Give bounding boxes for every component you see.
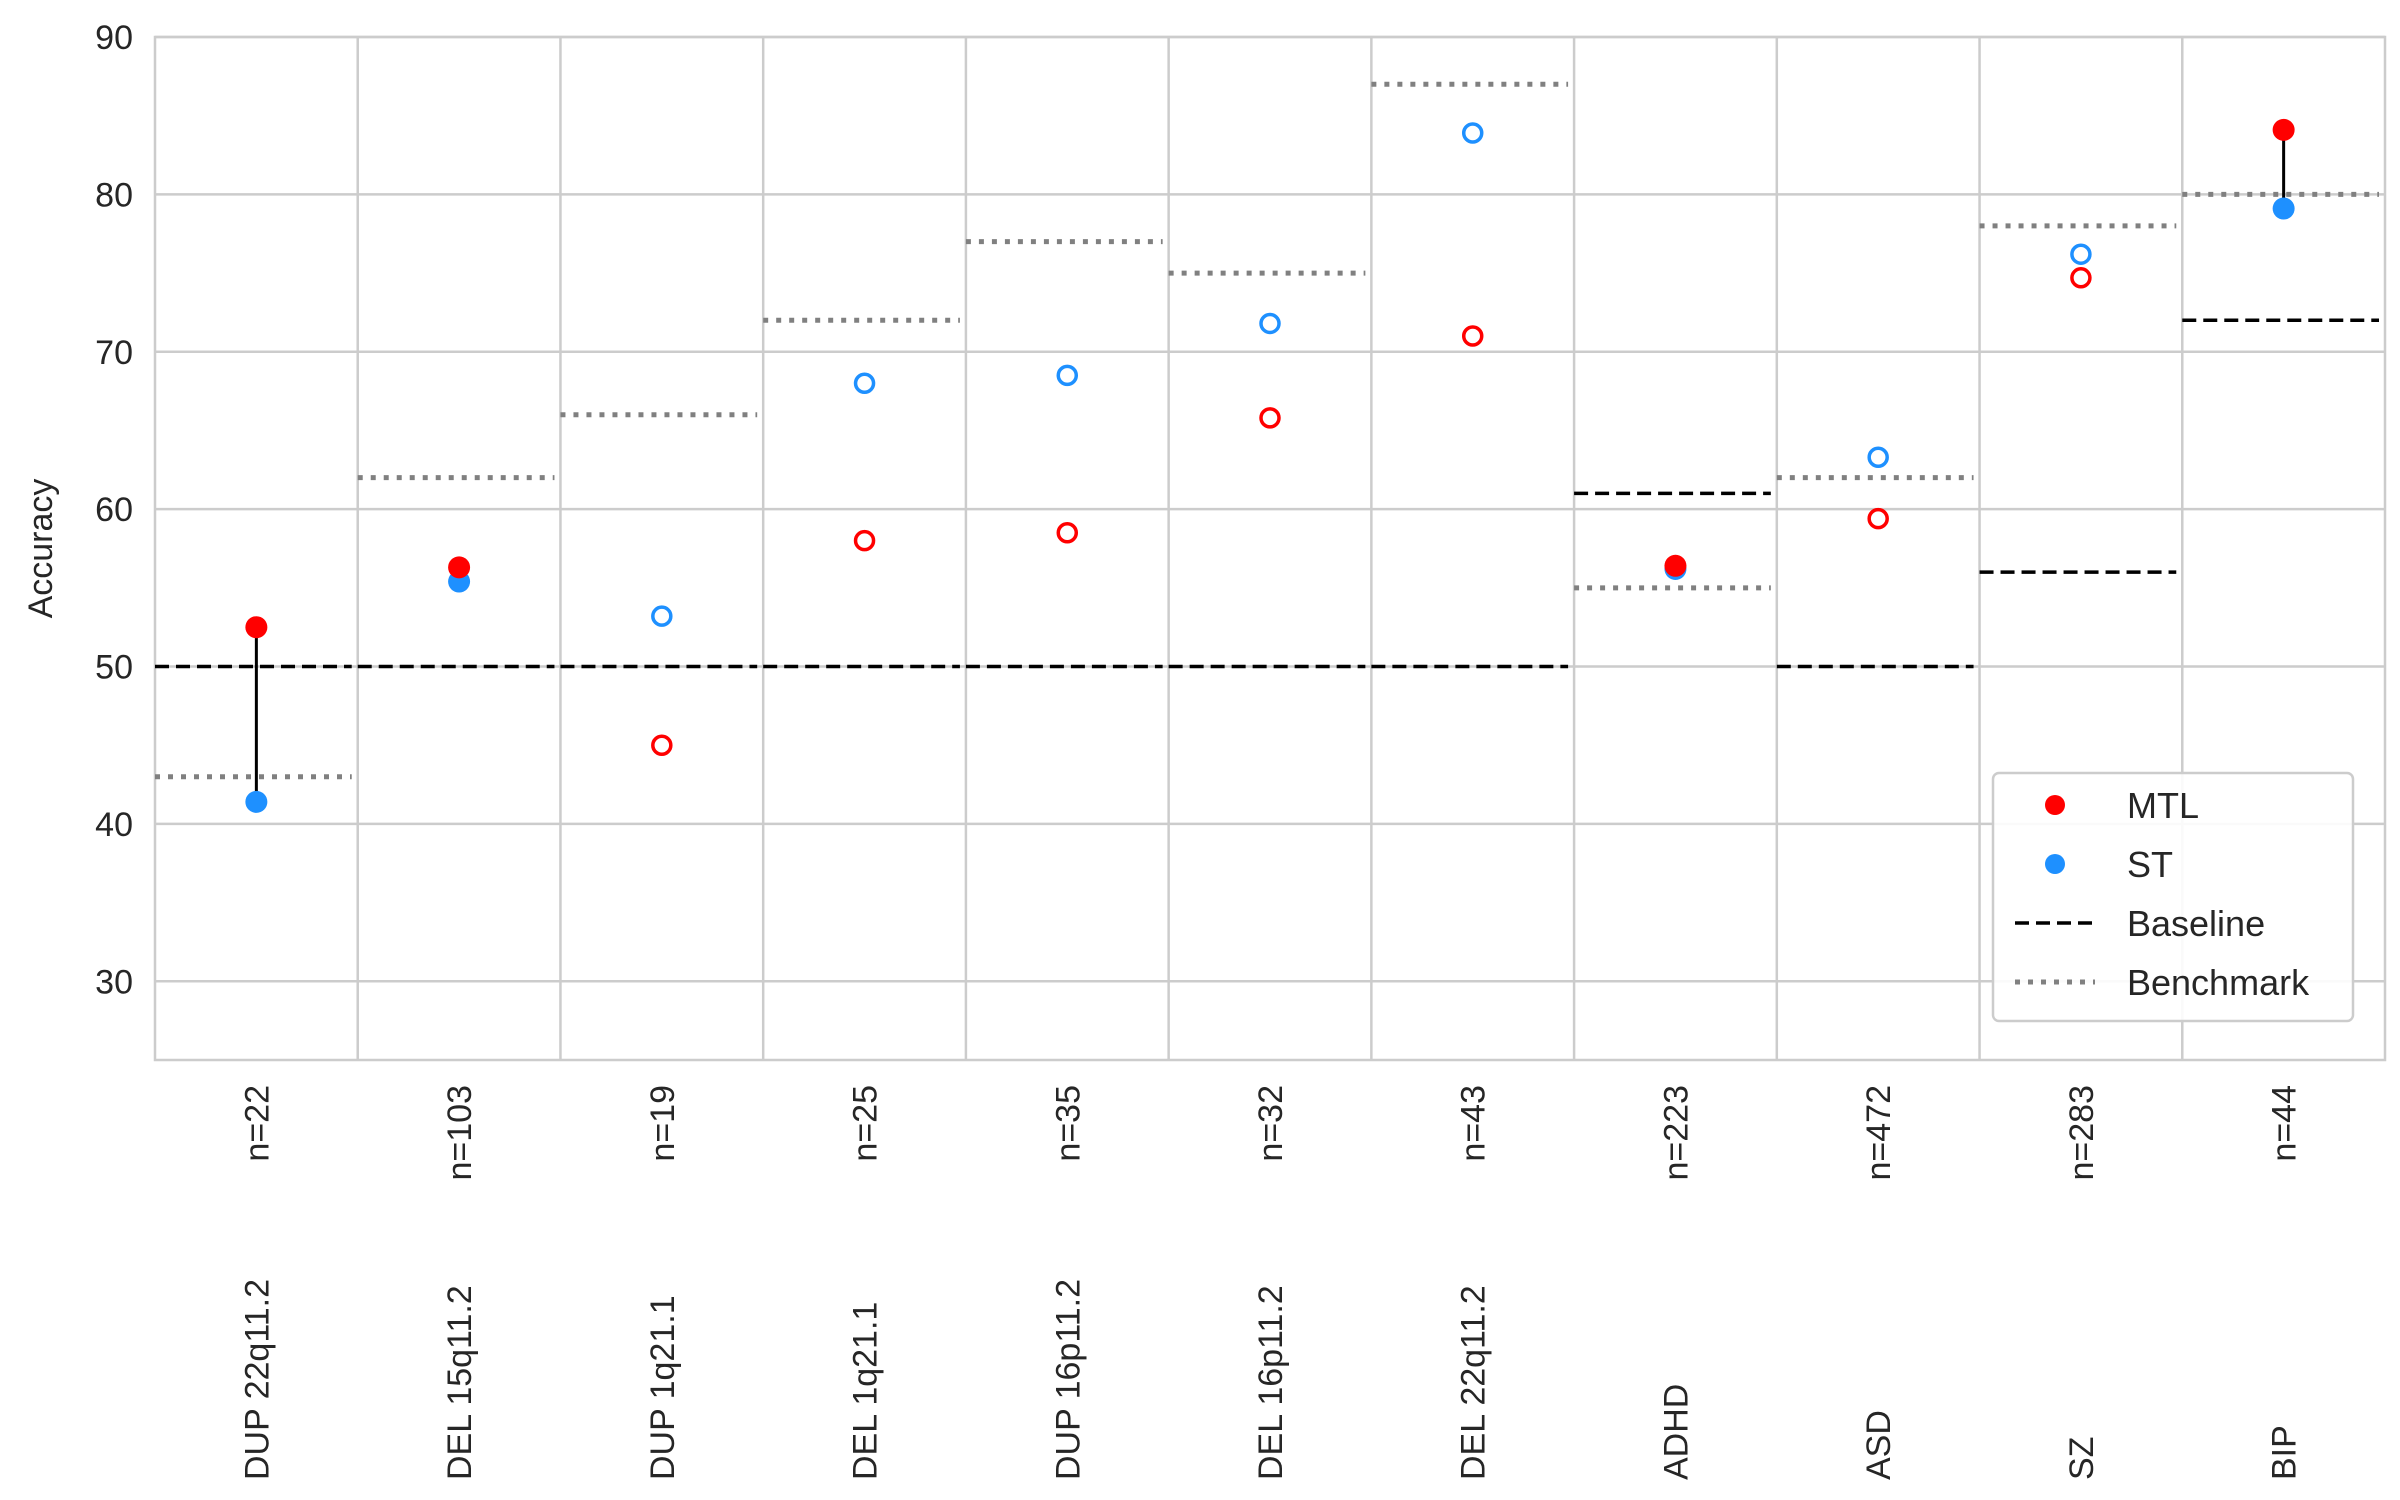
x-tick-n-label: n=22 (238, 1085, 276, 1162)
mtl-point (1664, 554, 1687, 577)
legend-label: Baseline (2127, 903, 2265, 944)
y-axis-ticks: 30 40 50 60 70 80 90 (95, 19, 133, 1001)
legend-frame (1991, 771, 2355, 1023)
legend-label: MTL (2127, 785, 2199, 826)
x-tick-n-label: n=103 (441, 1085, 479, 1181)
x-axis-ticks: n=22 DUP 22q11.2 n=103 DEL 15q11.2 n=19 DUP 1… (238, 1085, 2303, 1480)
y-tick-label: 40 (95, 806, 133, 844)
st-point (651, 605, 673, 627)
mtl-point (853, 529, 876, 552)
legend: MTL ST Baseline Benchmark (1991, 771, 2355, 1023)
st-point (1867, 446, 1889, 468)
y-tick-label: 70 (95, 334, 133, 372)
mtl-point (2272, 118, 2295, 141)
mtl-point (1259, 407, 1281, 429)
y-tick-label: 60 (95, 491, 133, 529)
st-point (2272, 197, 2295, 220)
x-tick-category-label: ADHD (1657, 1384, 1695, 1480)
x-tick-category-label: ASD (1860, 1410, 1898, 1480)
y-axis-label: Accuracy (22, 479, 60, 619)
x-tick-category-label: DUP 22q11.2 (238, 1279, 276, 1480)
x-tick-category-label: DEL 15q11.2 (441, 1285, 479, 1480)
x-tick-n-label: n=25 (847, 1085, 885, 1162)
x-tick-category-label: SZ (2063, 1437, 2101, 1480)
st-point (853, 372, 876, 394)
y-tick-label: 30 (95, 963, 133, 1001)
connectors (254, 129, 2286, 802)
x-tick-n-label: n=283 (2063, 1085, 2101, 1181)
y-tick-label: 90 (95, 19, 133, 57)
mtl-point (1867, 507, 1889, 530)
mtl-point (2070, 267, 2092, 289)
mtl-point (651, 734, 673, 756)
legend-label: Benchmark (2127, 962, 2310, 1003)
x-tick-n-label: n=19 (644, 1085, 682, 1162)
y-tick-label: 80 (95, 176, 133, 214)
x-tick-category-label: DEL 16p11.2 (1252, 1285, 1290, 1480)
st-point (1461, 122, 1484, 144)
mtl-point (1461, 325, 1484, 347)
y-tick-label: 50 (95, 649, 133, 687)
x-tick-n-label: n=44 (2266, 1085, 2304, 1162)
legend-marker (2045, 795, 2065, 815)
legend-marker (2045, 854, 2065, 874)
mtl-point (245, 616, 268, 639)
x-tick-n-label: n=32 (1252, 1085, 1290, 1162)
x-tick-category-label: DEL 22q11.2 (1455, 1285, 1493, 1480)
legend-label: ST (2127, 844, 2173, 885)
mtl-point (1056, 522, 1079, 544)
mtl-point (448, 556, 471, 579)
x-tick-category-label: BIP (2266, 1425, 2304, 1480)
grid (153, 35, 2387, 1062)
x-tick-n-label: n=43 (1455, 1085, 1493, 1162)
reference-lines (155, 81, 2379, 780)
data-points (245, 118, 2295, 813)
x-tick-n-label: n=223 (1657, 1085, 1695, 1181)
x-tick-category-label: DUP 16p11.2 (1049, 1279, 1087, 1480)
x-tick-category-label: DUP 1q21.1 (644, 1295, 682, 1480)
st-point (1056, 364, 1079, 387)
x-tick-n-label: n=472 (1860, 1085, 1898, 1181)
st-point (245, 790, 268, 813)
x-tick-n-label: n=35 (1049, 1085, 1087, 1162)
x-tick-category-label: DEL 1q21.1 (847, 1302, 885, 1480)
st-point (1259, 312, 1281, 335)
st-point (2070, 243, 2092, 265)
